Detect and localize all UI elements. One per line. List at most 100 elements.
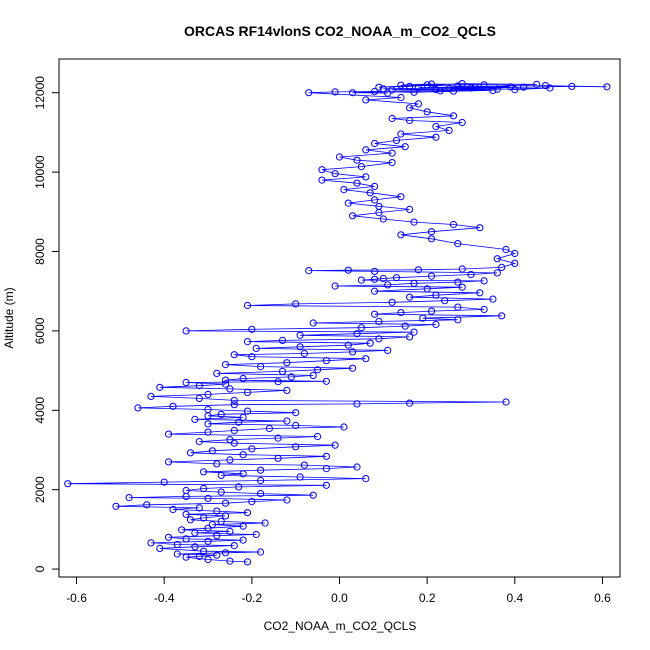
data-point — [182, 327, 190, 335]
data-point — [239, 451, 247, 459]
data-point — [191, 543, 199, 551]
data-point — [489, 295, 497, 303]
data-point — [388, 114, 396, 123]
data-point — [204, 537, 212, 545]
data-point — [191, 415, 199, 423]
data-point — [221, 499, 230, 507]
data-point — [243, 558, 252, 566]
data-point — [458, 80, 466, 88]
data-point — [449, 220, 458, 229]
data-point — [353, 330, 361, 338]
x-axis-label: CO2_NOAA_m_CO2_QCLS — [264, 619, 417, 633]
data-point — [257, 548, 265, 556]
data-point — [169, 402, 177, 410]
x-tick-label: 0.6 — [594, 591, 611, 605]
data-point — [147, 539, 155, 547]
data-point — [226, 527, 234, 536]
data-point — [322, 465, 330, 473]
data-point — [239, 374, 247, 383]
data-point — [331, 282, 339, 290]
data-point — [458, 265, 466, 273]
data-point — [217, 517, 225, 526]
data-point — [375, 83, 383, 91]
data-point — [511, 249, 519, 258]
data-point — [125, 494, 133, 502]
data-point — [397, 93, 405, 102]
x-tick-label: -0.6 — [66, 591, 87, 605]
data-point — [454, 278, 462, 286]
data-point — [427, 307, 436, 315]
data-point — [248, 353, 256, 361]
data-point — [423, 285, 431, 293]
data-point — [436, 87, 444, 95]
data-point — [226, 557, 234, 565]
data-point — [204, 405, 212, 414]
data-point — [217, 410, 225, 418]
data-point — [314, 432, 322, 441]
data-point — [331, 441, 339, 449]
data-point — [476, 289, 484, 297]
data-point — [274, 378, 282, 386]
data-point — [388, 149, 396, 157]
data-point — [204, 494, 212, 502]
data-point — [362, 355, 370, 363]
data-point — [379, 85, 387, 93]
data-point — [432, 86, 440, 94]
data-point — [441, 297, 449, 305]
data-point — [406, 116, 414, 125]
data-point — [392, 136, 401, 144]
data-point — [230, 401, 238, 409]
data-point — [454, 303, 462, 311]
data-point — [349, 212, 357, 220]
data-point — [480, 305, 488, 314]
data-point — [248, 498, 256, 506]
data-point — [112, 502, 120, 510]
data-point — [230, 542, 238, 550]
data-point — [384, 281, 392, 289]
data-point — [353, 156, 361, 164]
data-point — [498, 312, 506, 320]
data-point — [261, 519, 269, 527]
data-point — [353, 400, 361, 408]
data-point — [406, 333, 414, 341]
data-point — [235, 483, 243, 491]
y-axis-label: Altitude (m) — [2, 287, 16, 348]
data-point — [243, 388, 252, 396]
data-point — [239, 522, 247, 530]
data-point — [366, 189, 374, 197]
plot-area-frame — [58, 58, 621, 578]
data-point — [410, 279, 418, 287]
data-point — [186, 516, 195, 524]
y-tick-label: 12000 — [33, 76, 47, 110]
data-point — [296, 331, 304, 339]
data-point — [493, 269, 501, 277]
data-point — [191, 529, 199, 537]
data-point — [239, 470, 247, 478]
data-point — [414, 84, 422, 92]
data-point — [375, 317, 383, 325]
data-point — [414, 266, 422, 274]
data-point — [432, 320, 440, 329]
data-point — [217, 488, 225, 496]
data-point — [195, 552, 203, 561]
data-point — [406, 205, 414, 213]
x-tick-label: -0.4 — [154, 591, 175, 605]
data-point — [410, 218, 418, 226]
data-point — [213, 369, 221, 377]
data-point — [322, 357, 330, 365]
data-point — [471, 84, 479, 92]
data-point — [265, 424, 273, 433]
series-line — [67, 83, 607, 563]
data-point — [427, 272, 436, 280]
data-point — [397, 231, 405, 239]
data-point — [200, 547, 208, 555]
data-point — [292, 421, 300, 429]
data-point — [371, 182, 379, 190]
data-point — [502, 398, 510, 406]
data-point — [230, 439, 238, 447]
data-point — [362, 475, 370, 483]
data-point — [375, 335, 383, 343]
data-point — [226, 385, 234, 393]
data-point — [287, 373, 295, 381]
data-point — [305, 267, 313, 275]
